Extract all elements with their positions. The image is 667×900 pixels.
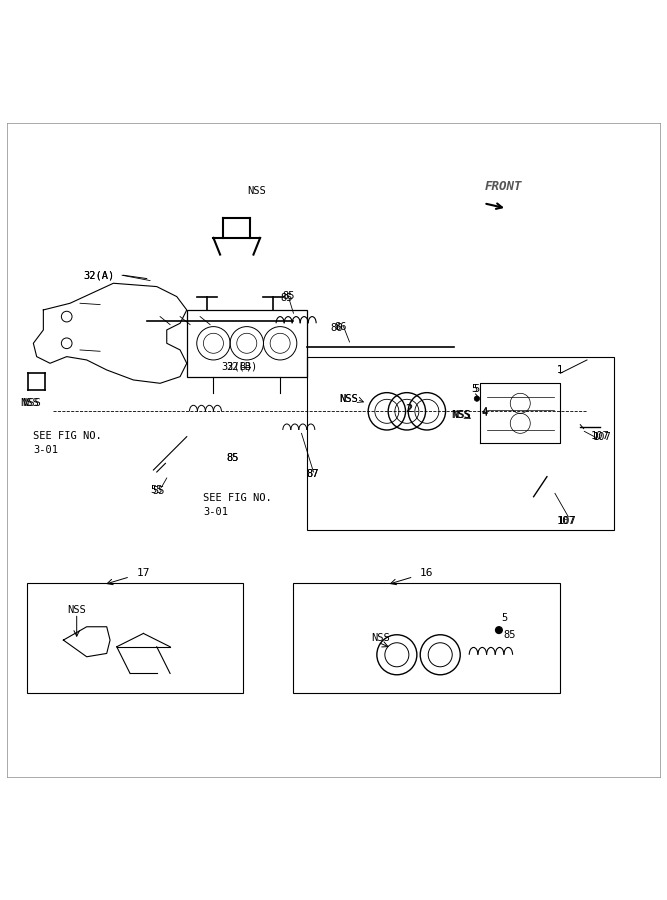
- Text: NSS: NSS: [451, 410, 470, 419]
- Circle shape: [474, 396, 480, 401]
- Text: 4: 4: [482, 407, 488, 417]
- Text: 87: 87: [307, 469, 319, 479]
- Text: FRONT: FRONT: [485, 180, 522, 193]
- Text: 16: 16: [420, 569, 434, 579]
- Text: 86: 86: [335, 321, 347, 331]
- Text: 87: 87: [306, 469, 318, 479]
- Text: 2: 2: [406, 403, 413, 414]
- Text: 32(A): 32(A): [83, 270, 114, 280]
- Text: NSS: NSS: [67, 605, 86, 615]
- Text: 85: 85: [281, 292, 293, 303]
- Text: 107: 107: [558, 517, 576, 526]
- Text: NSS: NSS: [22, 398, 41, 408]
- Text: 1: 1: [557, 365, 564, 375]
- Text: NSS: NSS: [452, 410, 471, 419]
- Text: SEE FIG NO.
3-01: SEE FIG NO. 3-01: [33, 431, 102, 455]
- Text: 85: 85: [504, 630, 516, 641]
- Text: 5: 5: [501, 613, 508, 623]
- Text: 17: 17: [137, 569, 150, 579]
- Text: 85: 85: [227, 453, 239, 463]
- Text: NSS: NSS: [21, 399, 39, 409]
- Text: 55: 55: [152, 486, 164, 497]
- Text: 107: 107: [556, 517, 575, 526]
- Text: 85: 85: [282, 291, 294, 301]
- Text: 107: 107: [591, 431, 610, 441]
- Circle shape: [496, 626, 502, 634]
- Text: 2: 2: [405, 403, 412, 414]
- Text: NSS: NSS: [371, 633, 390, 643]
- Text: 32(A): 32(A): [83, 270, 114, 280]
- Text: 107: 107: [592, 432, 611, 442]
- Text: 1: 1: [557, 365, 564, 375]
- Text: NSS: NSS: [247, 186, 266, 196]
- Text: 32(B): 32(B): [227, 362, 257, 372]
- Text: 4: 4: [481, 408, 488, 418]
- Text: NSS: NSS: [339, 393, 358, 403]
- Text: 55: 55: [151, 485, 163, 495]
- Text: 5: 5: [472, 383, 478, 393]
- Text: 32(B): 32(B): [221, 362, 252, 372]
- Text: 86: 86: [331, 323, 343, 333]
- Text: 85: 85: [227, 453, 239, 463]
- Text: SEE FIG NO.
3-01: SEE FIG NO. 3-01: [203, 492, 272, 517]
- Bar: [187, 310, 307, 376]
- Text: NSS: NSS: [340, 393, 358, 403]
- Text: 5: 5: [473, 384, 480, 394]
